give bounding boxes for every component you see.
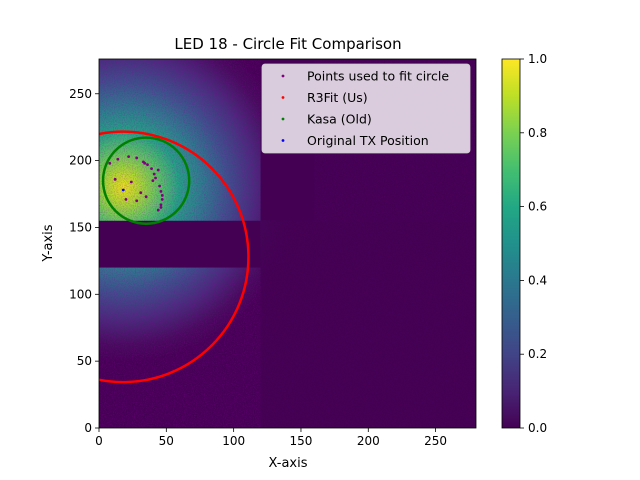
x-tick-label: 250	[424, 434, 447, 448]
fit-point	[146, 163, 149, 167]
fit-point	[124, 197, 128, 201]
colorbar-tick-label: 0.4	[528, 273, 547, 287]
y-tick-label: 100	[69, 287, 92, 301]
heatmap-dark-horizontal-band	[99, 220, 261, 268]
fit-point	[159, 206, 163, 209]
fit-point	[135, 156, 139, 160]
colorbar-tick-label: 0.6	[528, 200, 547, 214]
colorbar-tick-label: 0.8	[528, 126, 547, 140]
x-tick-label: 100	[222, 434, 245, 448]
heatmap-lower-right-quadrant	[260, 220, 476, 428]
fit-point	[113, 177, 117, 181]
x-tick-label: 50	[159, 434, 174, 448]
fit-point	[160, 193, 164, 197]
colorbar-tick-label: 0.0	[528, 421, 547, 435]
fit-point	[139, 191, 143, 195]
fit-point	[135, 199, 139, 203]
fit-point	[150, 167, 153, 171]
colorbar-ticks: 0.0 0.2 0.4 0.6 0.8 1.0	[520, 52, 547, 435]
legend-marker	[281, 96, 285, 99]
legend-label: R3Fit (Us)	[307, 90, 368, 105]
y-axis: 0 50 100 150 200 250	[69, 87, 99, 435]
colorbar-tick-label: 0.2	[528, 347, 547, 361]
fit-point	[160, 197, 164, 201]
fit-point	[159, 189, 163, 193]
fit-point	[156, 168, 160, 172]
x-axis-label: X-axis	[269, 456, 308, 471]
x-tick-label: 0	[95, 434, 103, 448]
y-tick-label: 250	[69, 87, 92, 101]
legend-marker	[281, 117, 285, 121]
y-tick-label: 150	[69, 220, 92, 234]
fit-point	[144, 195, 148, 199]
fit-point	[159, 203, 163, 207]
colorbar-tick-label: 1.0	[528, 52, 547, 66]
plot-frame	[98, 58, 477, 429]
legend-label: Kasa (Old)	[307, 112, 372, 127]
fit-point	[152, 172, 156, 176]
legend-marker	[281, 139, 285, 142]
fit-circle-kasa	[101, 136, 191, 225]
legend: Points used to fit circle R3Fit (Us) Kasa …	[261, 63, 471, 154]
x-axis: 0 50 100 150 200 250	[95, 428, 447, 448]
fit-point	[158, 184, 161, 188]
fit-point	[108, 161, 112, 165]
fit-point	[116, 157, 120, 161]
legend-marker	[281, 74, 285, 78]
fit-circle-r3fit	[99, 130, 250, 384]
fit-point	[154, 176, 157, 180]
fit-point	[129, 180, 133, 184]
legend-label: Points used to fit circle	[307, 69, 449, 84]
y-tick-label: 50	[77, 354, 92, 368]
y-tick-label: 200	[69, 154, 92, 168]
y-axis-label: Y-axis	[41, 224, 56, 262]
fit-point	[151, 179, 155, 183]
legend-box	[261, 63, 471, 154]
legend-label: Original TX Position	[307, 133, 429, 148]
fit-point	[143, 161, 147, 165]
x-tick-label: 200	[357, 434, 380, 448]
chart-title: LED 18 - Circle Fit Comparison	[174, 35, 401, 53]
chart-marks	[99, 130, 250, 384]
fit-point	[127, 155, 131, 158]
tx-position-point	[121, 188, 125, 192]
fit-point	[156, 208, 160, 212]
y-tick-label: 0	[84, 421, 92, 435]
x-tick-label: 150	[290, 434, 313, 448]
colorbar	[501, 58, 521, 429]
